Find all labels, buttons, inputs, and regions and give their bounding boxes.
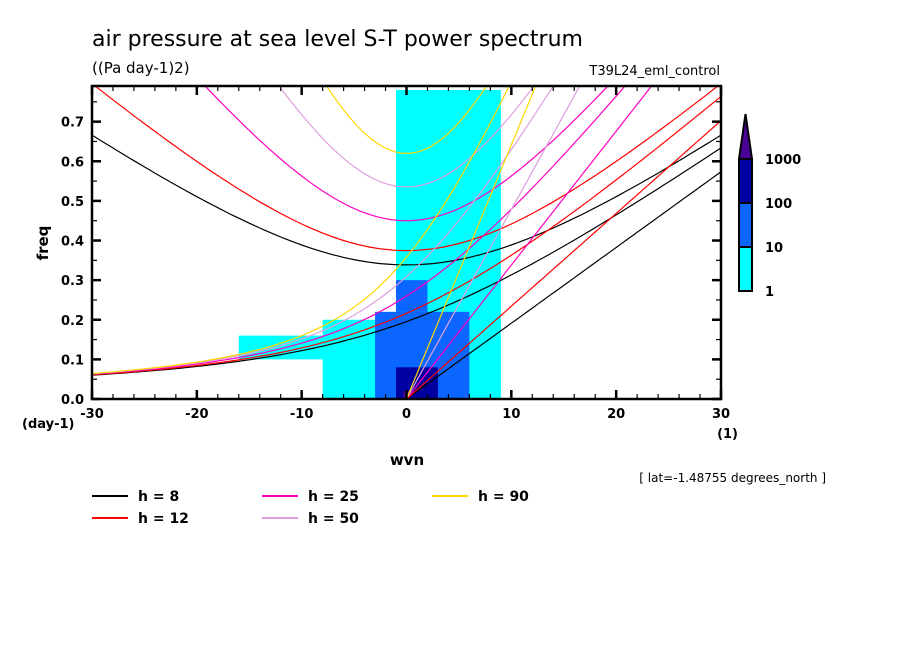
legend: h = 8 h = 12 h = 25 h = 50 h = 90	[92, 489, 529, 527]
kelvin-wave-curve-h25	[406, 86, 653, 399]
x-axis-label: wvn	[390, 451, 424, 469]
kelvin-wave-curve-h90	[405, 86, 537, 399]
latitude-annotation: [ lat=-1.48755 degrees_north ]	[639, 471, 826, 485]
colorbar: 1 10 100 1000	[737, 113, 801, 300]
y-axis-units: (day-1)	[22, 417, 74, 432]
legend-label-h8: h = 8	[138, 489, 179, 505]
x-tick-label: -30	[80, 407, 104, 422]
y-tick-label: 0.2	[61, 314, 84, 329]
run-label: T39L24_eml_control	[588, 64, 720, 79]
y-tick-label: 0.5	[61, 195, 84, 210]
chart-title: air pressure at sea level S-T power spec…	[92, 27, 583, 52]
y-tick-label: 0.0	[61, 393, 84, 408]
inertia-gravity-curve-h8	[92, 134, 721, 266]
colorbar-label: 1	[765, 285, 774, 300]
eastward-ig0-curve-h90	[406, 86, 510, 258]
eastward-ig0-curve-h12	[406, 95, 721, 314]
colorbar-segment-0	[738, 246, 753, 292]
colorbar-label: 100	[765, 197, 792, 212]
y-axis-label: freq	[34, 226, 52, 261]
y-tick-label: 0.7	[61, 116, 84, 131]
x-tick-label: -20	[185, 407, 209, 422]
x-axis-units: (1)	[717, 427, 738, 442]
y-tick-label: 0.1	[61, 353, 84, 368]
y-tick-label: 0.4	[61, 235, 84, 250]
x-tick-label: 20	[607, 407, 625, 422]
kelvin-wave-curve-h50	[405, 86, 581, 399]
eastward-ig0-curve-h50	[406, 86, 555, 278]
y-tick-label: 0.6	[61, 155, 84, 170]
y-axis: 0.0 0.1 0.2 0.3 0.4 0.5 0.6 0.7	[61, 101, 721, 408]
inertia-gravity-curve-h90	[325, 86, 488, 155]
colorbar-extend-triangle	[737, 113, 754, 160]
inertia-gravity-curve-h25	[204, 86, 609, 222]
colorbar-segment-2	[738, 158, 753, 204]
mrg-wave-curve-h90	[92, 256, 407, 375]
power-region-2	[238, 335, 344, 360]
colorbar-label: 1000	[765, 153, 801, 168]
mrg-wave-curve-h12	[92, 312, 407, 376]
legend-label-h25: h = 25	[308, 489, 359, 505]
colorbar-segment-1	[738, 202, 753, 248]
colorbar-label: 10	[765, 241, 783, 256]
power-region-3	[416, 121, 491, 241]
x-tick-label: 0	[402, 407, 411, 422]
legend-label-h12: h = 12	[138, 511, 189, 527]
units-label: ((Pa day-1)2)	[92, 59, 190, 77]
y-tick-label: 0.3	[61, 274, 84, 289]
x-tick-label: -10	[290, 407, 314, 422]
legend-label-h90: h = 90	[478, 489, 529, 505]
mrg-wave-curve-h25	[92, 295, 407, 375]
x-tick-label: 10	[502, 407, 520, 422]
kelvin-wave-curve-h12	[406, 120, 721, 399]
legend-label-h50: h = 50	[308, 511, 359, 527]
inertia-gravity-curve-h12	[94, 86, 719, 252]
x-tick-label: 30	[712, 407, 730, 422]
x-axis: -30 -20 -10 0 10 20 30	[80, 86, 730, 422]
eastward-ig0-curve-h25	[406, 86, 626, 297]
inertia-gravity-curve-h50	[278, 86, 535, 188]
dispersion-curves	[92, 86, 721, 399]
eastward-ig0-curve-h8	[406, 147, 721, 323]
kelvin-wave-curve-h8	[406, 171, 721, 399]
